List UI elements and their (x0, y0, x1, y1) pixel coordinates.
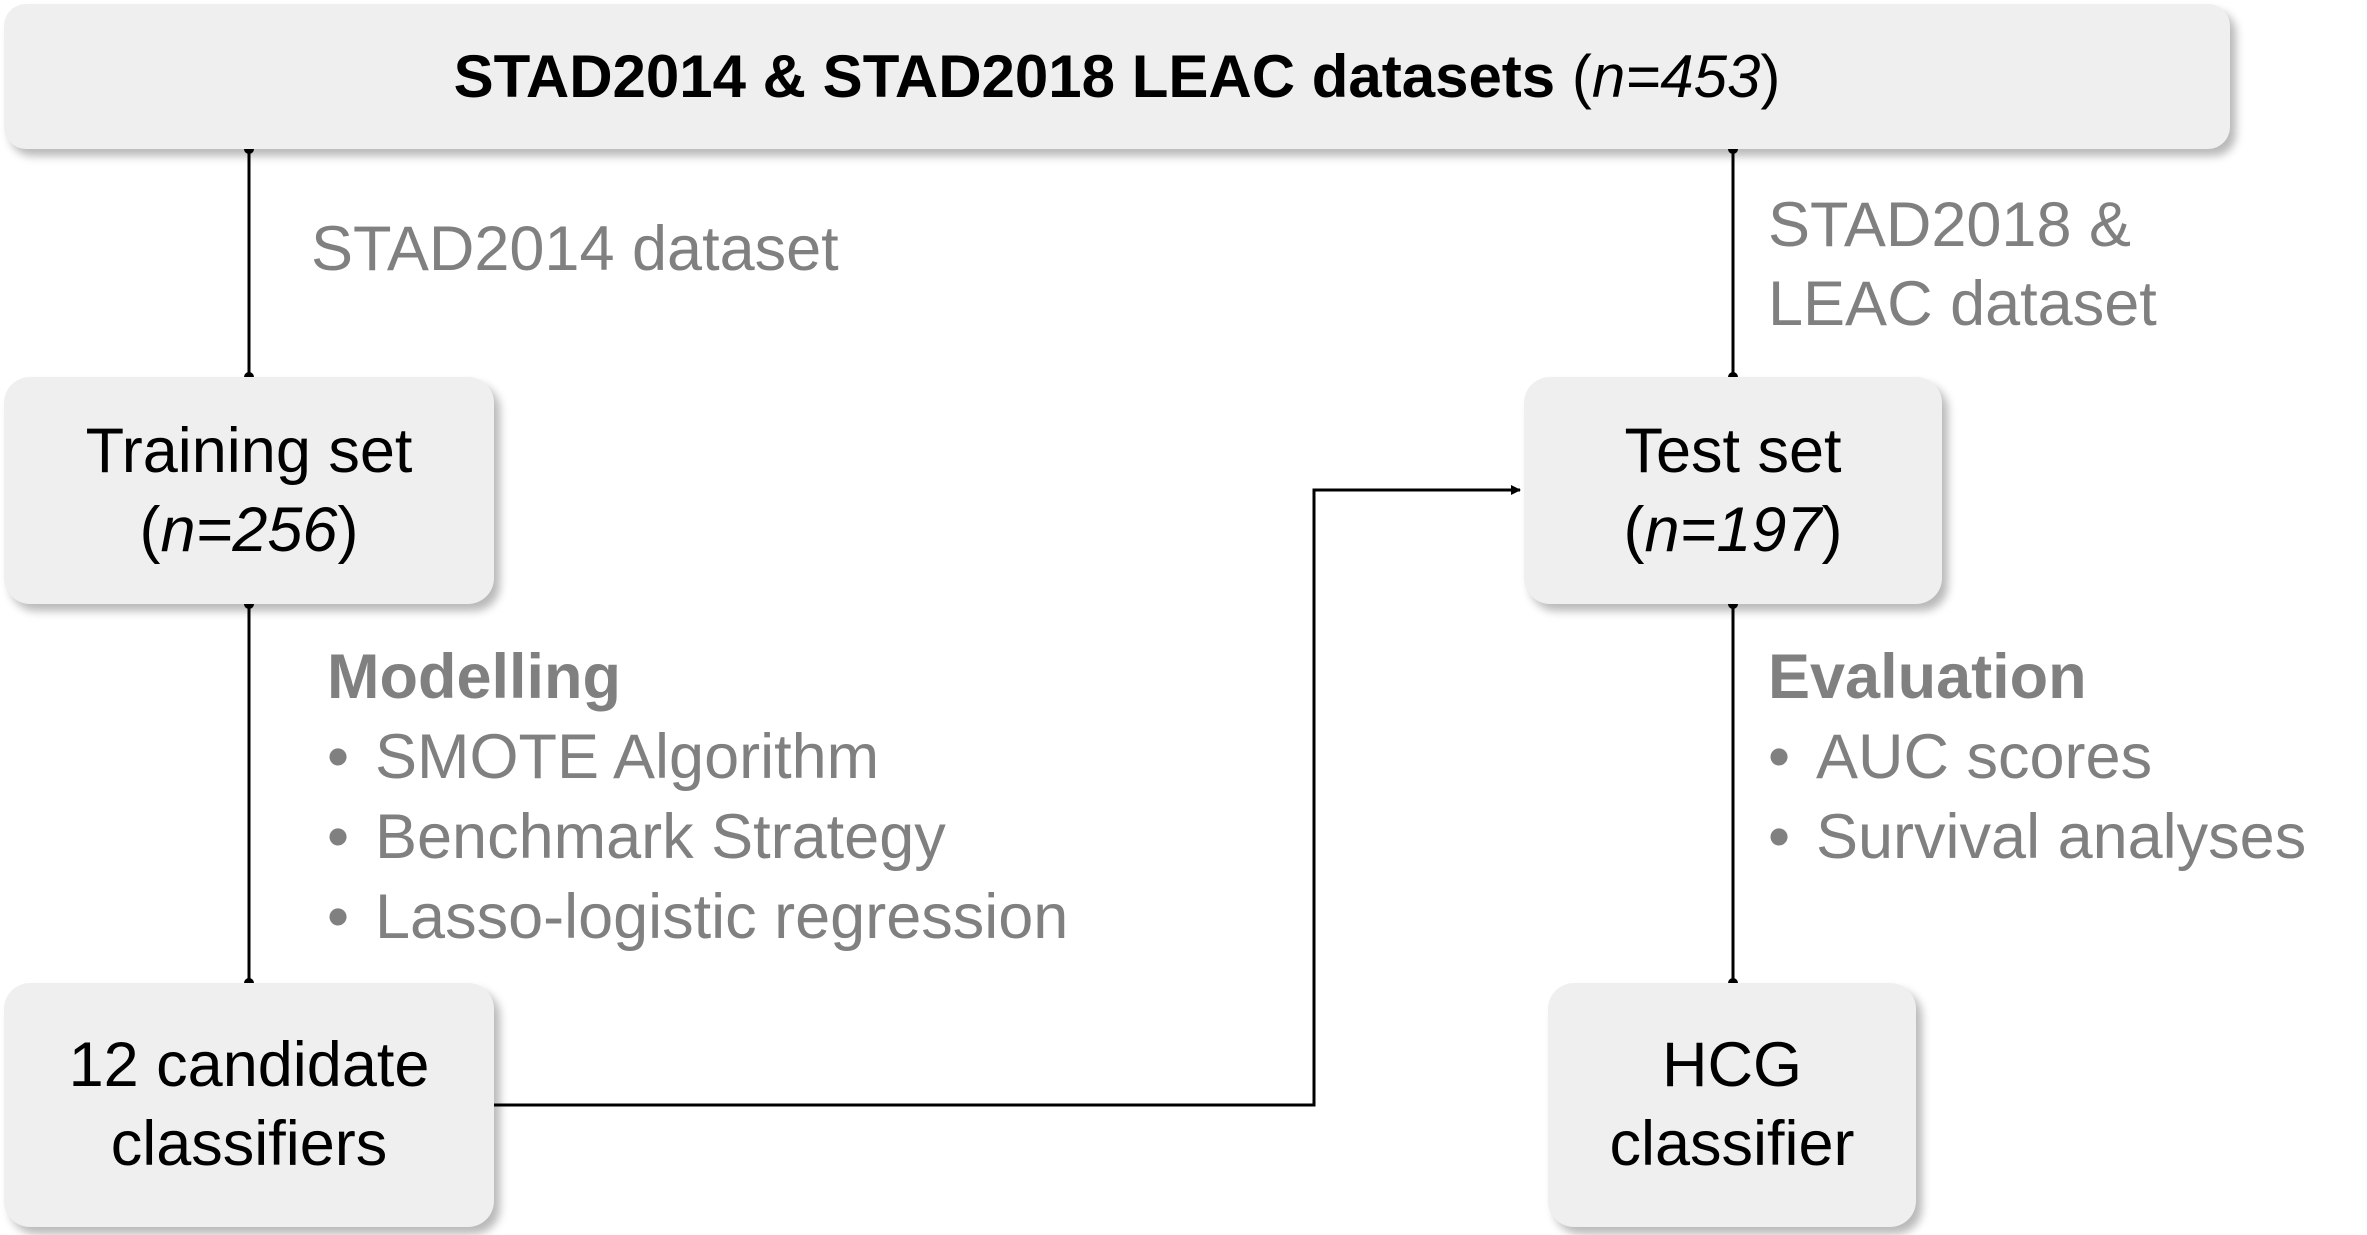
candidate-classifiers-line1: 12 candidate (68, 1030, 430, 1100)
bullet-dot: • (327, 802, 350, 872)
modelling-item-text: Lasso-logistic regression (375, 882, 1069, 952)
left-split-label: STAD2014 dataset (311, 214, 839, 284)
hcg-classifier-box: HCG classifier (1548, 983, 1916, 1227)
training-set-label: Training set (85, 415, 413, 486)
test-set-label: Test set (1624, 415, 1842, 486)
training-open-paren: ( (139, 494, 161, 565)
training-close-paren: ) (337, 494, 359, 565)
test-n-value: n=197 (1644, 494, 1822, 565)
test-set-count: (n=197) (1624, 491, 1843, 570)
datasets-title-text: STAD2014 & STAD2018 LEAC datasets (453, 43, 1556, 110)
training-n-value: n=256 (160, 494, 338, 565)
bullet-dot: • (327, 722, 350, 792)
training-set-count: (n=256) (140, 491, 359, 570)
datasets-box: STAD2014 & STAD2018 LEAC datasets (n=453… (4, 4, 2230, 149)
bullet-dot: • (1768, 802, 1791, 872)
evaluation-item-text: Survival analyses (1816, 802, 2307, 872)
modelling-heading: Modelling (327, 642, 621, 712)
evaluation-heading: Evaluation (1768, 642, 2087, 712)
datasets-open-paren: ( (1571, 43, 1592, 110)
modelling-item-text: Benchmark Strategy (375, 802, 946, 872)
hcg-classifier-line1: HCG (1662, 1030, 1802, 1100)
modelling-item: • SMOTE Algorithm (327, 717, 1068, 797)
connector-candidates-to-test-arrow (494, 485, 1521, 1107)
candidate-classifiers-box: 12 candidate classifiers (4, 983, 494, 1227)
datasets-title: STAD2014 & STAD2018 LEAC datasets (n=453… (454, 42, 1781, 111)
datasets-close-paren: ) (1760, 43, 1781, 110)
evaluation-item-text: AUC scores (1816, 722, 2153, 792)
test-close-paren: ) (1821, 494, 1843, 565)
training-set-box: Training set (n=256) (4, 377, 494, 604)
evaluation-section: Evaluation • AUC scores • Survival analyse… (1768, 637, 2306, 877)
right-split-label-line1: STAD2018 & (1768, 190, 2132, 260)
modelling-section: Modelling • SMOTE Algorithm • Benchmark St… (327, 637, 1068, 957)
hcg-classifier-line2: classifier (1609, 1109, 1855, 1179)
bullet-dot: • (1768, 722, 1791, 792)
datasets-n-value: n=453 (1591, 43, 1761, 110)
evaluation-item: • AUC scores (1768, 717, 2306, 797)
modelling-item: • Benchmark Strategy (327, 797, 1068, 877)
test-open-paren: ( (1623, 494, 1645, 565)
candidate-classifiers-line2: classifiers (110, 1109, 388, 1179)
modelling-item-text: SMOTE Algorithm (375, 722, 880, 792)
bullet-dot: • (327, 882, 350, 952)
modelling-item: • Lasso-logistic regression (327, 877, 1068, 957)
right-split-label: STAD2018 & LEAC dataset (1768, 186, 2157, 344)
evaluation-item: • Survival analyses (1768, 797, 2306, 877)
right-split-label-line2: LEAC dataset (1768, 269, 2157, 339)
test-set-box: Test set (n=197) (1524, 377, 1942, 604)
